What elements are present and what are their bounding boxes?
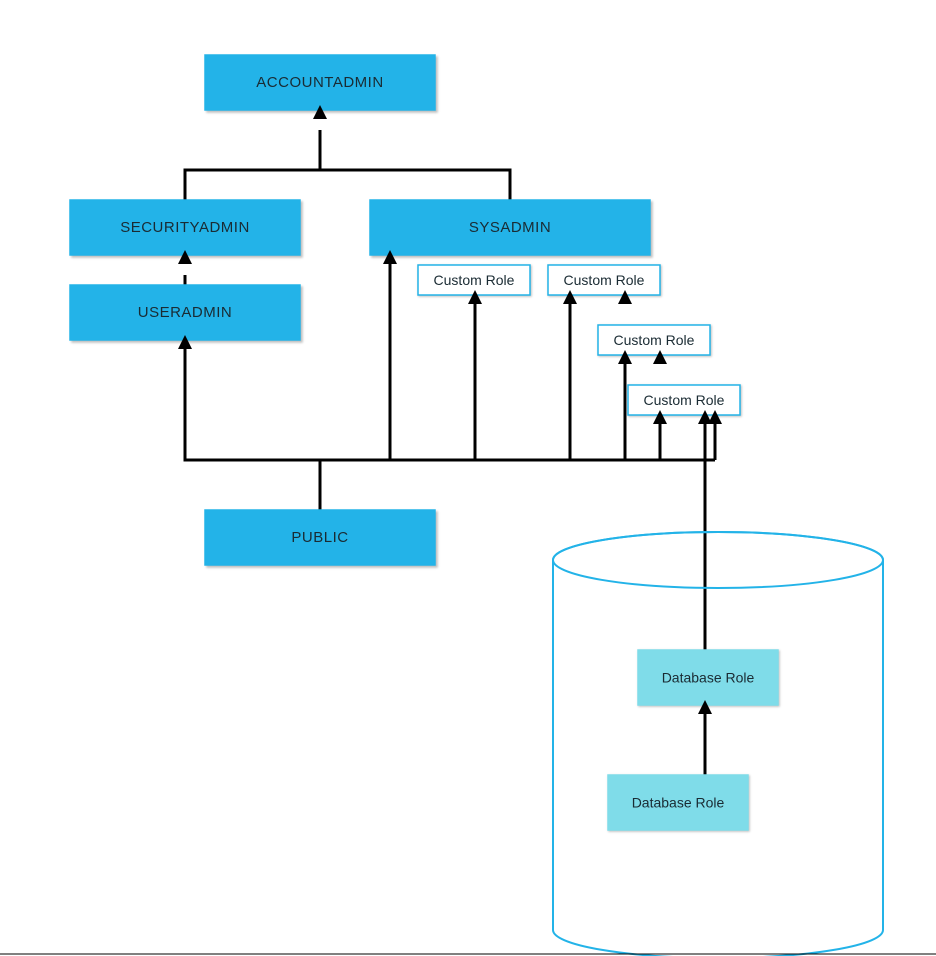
cylinder-layer bbox=[553, 532, 883, 956]
database-cylinder-body bbox=[553, 532, 883, 956]
node-dbrole2: Database Role bbox=[608, 775, 748, 830]
node-label-sysadmin: SYSADMIN bbox=[469, 219, 551, 236]
node-sysadmin: SYSADMIN bbox=[370, 200, 650, 255]
edge-sys-to-acc bbox=[320, 130, 510, 200]
node-label-securityadmin: SECURITYADMIN bbox=[120, 219, 250, 236]
database-cylinder-top bbox=[553, 532, 883, 588]
node-custom4: Custom Role bbox=[628, 385, 740, 415]
node-public: PUBLIC bbox=[205, 510, 435, 565]
node-label-custom3: Custom Role bbox=[614, 332, 695, 348]
edge-sec-to-acc bbox=[185, 130, 320, 200]
node-dbrole1: Database Role bbox=[638, 650, 778, 705]
node-custom3: Custom Role bbox=[598, 325, 710, 355]
node-label-custom4: Custom Role bbox=[644, 392, 725, 408]
node-custom1: Custom Role bbox=[418, 265, 530, 295]
node-label-accountadmin: ACCOUNTADMIN bbox=[256, 74, 383, 91]
node-accountadmin: ACCOUNTADMIN bbox=[205, 55, 435, 110]
node-label-public: PUBLIC bbox=[291, 529, 348, 546]
role-hierarchy-diagram: ACCOUNTADMIN SECURITYADMIN SYSADMIN USERADM… bbox=[0, 0, 936, 956]
node-custom2: Custom Role bbox=[548, 265, 660, 295]
node-label-useradmin: USERADMIN bbox=[138, 304, 233, 321]
node-label-custom1: Custom Role bbox=[434, 272, 515, 288]
node-useradmin: USERADMIN bbox=[70, 285, 300, 340]
node-label-dbrole1: Database Role bbox=[662, 670, 755, 686]
node-securityadmin: SECURITYADMIN bbox=[70, 200, 300, 255]
node-label-custom2: Custom Role bbox=[564, 272, 645, 288]
node-label-dbrole2: Database Role bbox=[632, 795, 725, 811]
